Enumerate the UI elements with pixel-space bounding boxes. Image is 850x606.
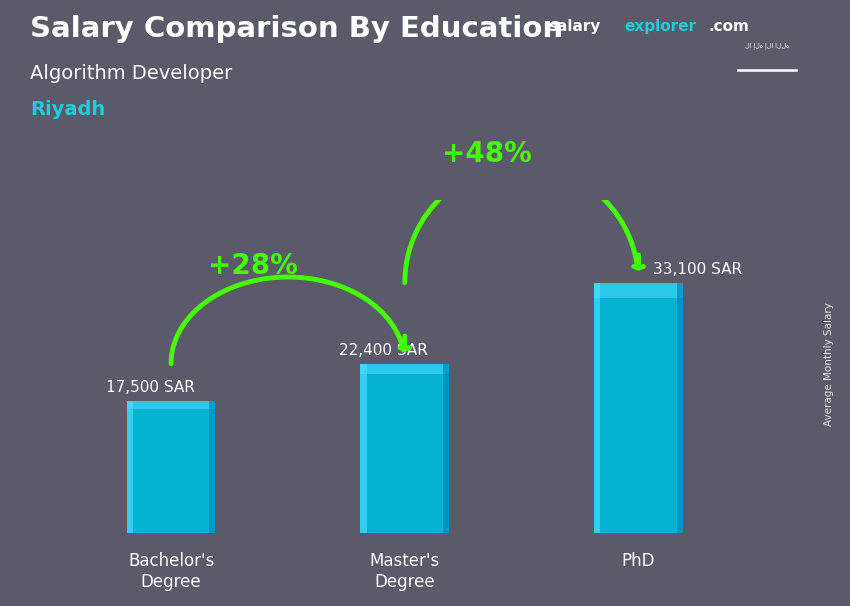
Bar (127, 401, 216, 533)
Text: Algorithm Developer: Algorithm Developer (30, 64, 232, 82)
Bar (127, 401, 216, 408)
Text: +28%: +28% (208, 251, 298, 279)
Bar (677, 282, 683, 533)
Bar (127, 401, 133, 533)
Text: .com: .com (709, 19, 750, 35)
Bar (594, 282, 683, 298)
Text: salary: salary (548, 19, 601, 35)
Bar (360, 364, 449, 533)
Text: Salary Comparison By Education: Salary Comparison By Education (30, 15, 563, 43)
Text: 17,500 SAR: 17,500 SAR (105, 381, 195, 395)
Text: لا إله إلا الله: لا إله إلا الله (745, 42, 790, 49)
Bar (594, 282, 600, 533)
Bar (594, 282, 683, 533)
Text: 33,100 SAR: 33,100 SAR (653, 262, 742, 278)
Bar (209, 401, 215, 533)
Text: explorer: explorer (625, 19, 697, 35)
Text: 22,400 SAR: 22,400 SAR (339, 343, 428, 358)
Text: Riyadh: Riyadh (30, 100, 105, 119)
Text: Average Monthly Salary: Average Monthly Salary (824, 302, 834, 425)
Bar (443, 364, 449, 533)
Bar (360, 364, 449, 374)
Bar (360, 364, 366, 533)
Text: +48%: +48% (442, 140, 531, 168)
